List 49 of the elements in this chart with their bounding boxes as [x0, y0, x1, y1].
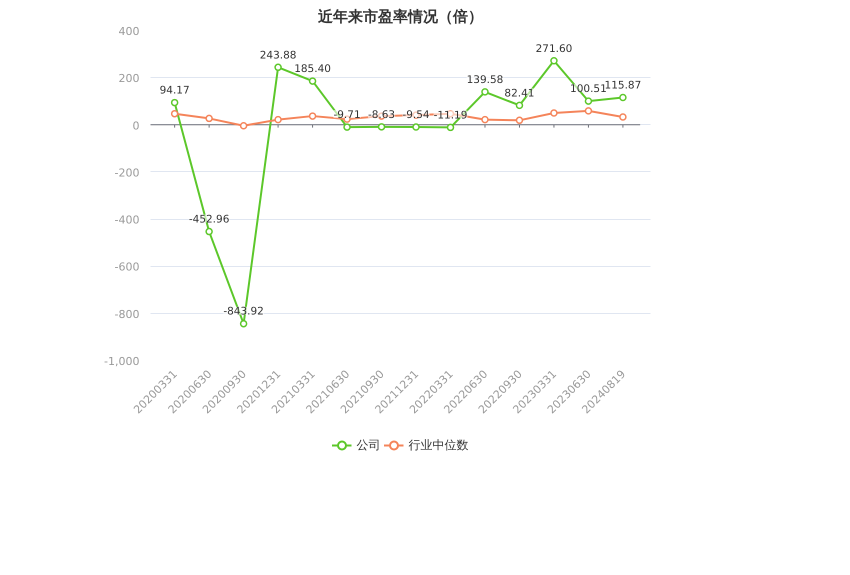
- point: [550, 57, 558, 65]
- data-label: 94.17: [160, 84, 190, 97]
- point: [619, 94, 627, 102]
- point: [412, 123, 420, 131]
- y-tick-label: -400: [114, 214, 140, 227]
- point: [170, 110, 178, 118]
- point: [274, 116, 282, 124]
- point: [481, 88, 489, 96]
- y-tick-label: 200: [118, 72, 140, 86]
- point: [240, 122, 248, 130]
- data-label: 82.41: [504, 87, 534, 100]
- data-label: -8.63: [368, 108, 396, 121]
- point: [308, 112, 316, 120]
- point: [343, 123, 351, 131]
- data-label: -9.71: [333, 109, 361, 122]
- legend-label: 公司: [356, 436, 380, 454]
- y-tick-label: 0: [132, 119, 140, 132]
- point: [550, 109, 558, 117]
- point: [308, 77, 316, 85]
- chart-title: 近年来市盈率情况（倍）: [317, 8, 483, 26]
- y-tick-label: -600: [114, 260, 140, 274]
- data-label: -11.19: [434, 109, 468, 122]
- data-label: 100.51: [570, 83, 607, 96]
- data-label: -9.54: [402, 109, 430, 122]
- point: [619, 113, 627, 121]
- point: [516, 116, 524, 124]
- point: [378, 123, 386, 131]
- data-label: -843.92: [223, 306, 264, 318]
- point: [446, 124, 454, 132]
- y-tick-label: -200: [114, 166, 140, 180]
- point: [481, 116, 489, 124]
- point: [170, 98, 178, 106]
- data-label: 115.87: [604, 79, 642, 92]
- data-label: -452.96: [188, 214, 230, 226]
- data-label: 271.60: [536, 42, 572, 55]
- y-tick-label: 400: [118, 25, 140, 38]
- data-label: 185.40: [294, 63, 331, 76]
- legend-label: 行业中位数: [408, 436, 468, 454]
- point: [584, 97, 592, 105]
- point: [205, 114, 213, 122]
- point: [516, 102, 524, 110]
- point: [240, 320, 248, 328]
- data-label: 139.58: [466, 74, 504, 86]
- y-tick-label: -1,000: [104, 355, 140, 368]
- point: [584, 107, 592, 115]
- point: [274, 64, 282, 72]
- data-label: 243.88: [260, 49, 296, 62]
- point: [205, 228, 213, 236]
- y-tick-label: -800: [114, 308, 140, 321]
